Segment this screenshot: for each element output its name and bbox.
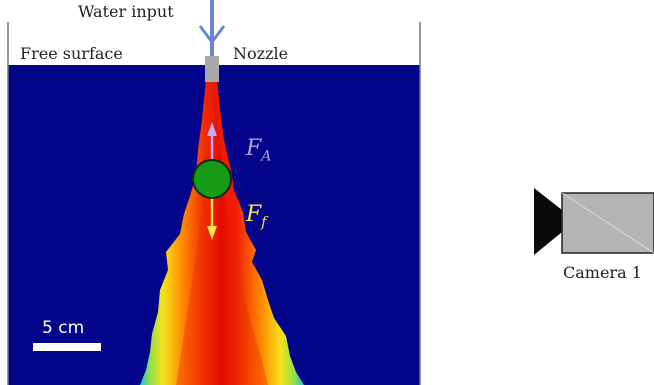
camera-label: Camera 1	[563, 263, 642, 282]
scale-bar	[33, 343, 101, 351]
added-mass-force-symbol: F	[246, 136, 262, 161]
added-mass-force-label: FA	[246, 136, 272, 165]
particle	[192, 159, 232, 199]
fluid-force-subscript: f	[261, 214, 267, 231]
fluid-force-label: Ff	[246, 202, 267, 231]
camera-icon	[534, 188, 654, 255]
added-mass-force-arrowhead	[207, 122, 217, 136]
nozzle-body	[205, 56, 219, 82]
free-surface-label: Free surface	[20, 44, 123, 63]
added-mass-force-subscript: A	[261, 148, 272, 165]
fluid-force-arrowhead	[207, 226, 217, 240]
fluid-force-symbol: F	[246, 202, 262, 227]
scale-bar-label: 5 cm	[42, 318, 85, 338]
water-input-arrow-icon	[198, 25, 226, 45]
nozzle-label: Nozzle	[233, 44, 289, 63]
water-input-label: Water input	[78, 2, 174, 21]
plume-core	[176, 82, 268, 385]
